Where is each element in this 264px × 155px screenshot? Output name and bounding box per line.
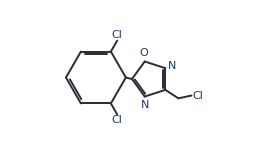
Text: O: O [139,48,148,58]
Text: Cl: Cl [192,91,203,101]
Text: Cl: Cl [112,30,122,40]
Text: N: N [141,100,150,110]
Text: N: N [168,61,177,71]
Text: Cl: Cl [112,115,122,125]
